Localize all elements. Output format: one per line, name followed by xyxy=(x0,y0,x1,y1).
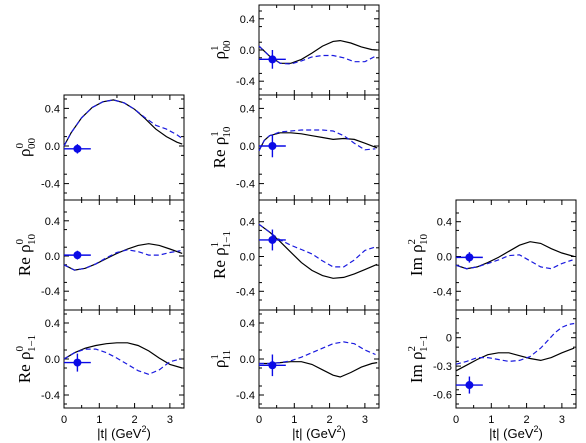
data-point-rho1-11 xyxy=(268,361,277,370)
xtick-label-re-rho0-1-1-1: 1 xyxy=(96,414,102,426)
xlabel-rho1-11: |t| (GeV2) xyxy=(292,424,346,441)
ytick-label-rho0-00-1: 0.0 xyxy=(45,141,60,153)
panel-frame-re-rho1-1-1 xyxy=(258,199,380,311)
ytick-label-rho1-00-1: 0.0 xyxy=(240,45,255,57)
ytick-label-im-rho2-1-1-2: -0.6 xyxy=(433,390,452,402)
ylabel-im-rho2-1-1: Im ρ21−1 xyxy=(406,335,430,383)
xtick-label-re-rho0-1-1-0: 0 xyxy=(61,414,67,426)
ytick-label-rho1-11-1: 0.0 xyxy=(240,354,255,366)
series-solid-rho1-11 xyxy=(259,361,378,378)
ytick-label-im-rho2-10-0: 0.4 xyxy=(437,217,452,229)
panel-frame-rho1-00 xyxy=(258,4,380,96)
ytick-label-im-rho2-10-2: -0.4 xyxy=(433,286,452,298)
series-dashed-re-rho1-1-1 xyxy=(258,223,376,268)
ytick-label-re-rho0-10-1: 0.0 xyxy=(45,251,60,263)
series-solid-im-rho2-1-1 xyxy=(455,347,575,372)
ylabel-re-rho0-10: Re ρ010 xyxy=(14,233,38,276)
ylabel-re-rho1-1-1: Re ρ11−1 xyxy=(209,231,233,279)
series-dashed-re-rho1-10 xyxy=(258,129,376,151)
xlabel-re-rho0-1-1: |t| (GeV2) xyxy=(97,424,151,441)
ytick-label-im-rho2-10-1: 0.0 xyxy=(437,252,452,264)
xtick-label-im-rho2-1-1-0: 0 xyxy=(453,414,459,426)
ylabel-re-rho0-1-1: Re ρ01−1 xyxy=(14,335,38,383)
series-dashed-im-rho2-1-1 xyxy=(455,322,575,365)
ytick-label-re-rho1-10-1: 0.0 xyxy=(240,141,255,153)
ytick-label-im-rho2-1-1-0: 0 xyxy=(446,333,452,345)
data-point-re-rho0-10 xyxy=(73,251,82,260)
xtick-label-rho1-11-0: 0 xyxy=(256,414,262,426)
ylabel-rho0-00: ρ000 xyxy=(14,138,38,157)
ytick-label-re-rho0-1-1-0: 0.4 xyxy=(45,318,60,330)
xtick-label-im-rho2-1-1-3: 3 xyxy=(559,414,565,426)
series-solid-re-rho0-10 xyxy=(63,243,183,271)
xtick-label-rho1-11-1: 1 xyxy=(291,414,297,426)
ytick-label-re-rho0-1-1-2: -0.4 xyxy=(41,390,60,402)
xtick-label-rho1-11-3: 3 xyxy=(362,414,368,426)
ylabel-im-rho2-10: Im ρ210 xyxy=(406,233,430,276)
ylabel-rho1-11: ρ111 xyxy=(209,350,233,368)
panel-frame-rho1-11 xyxy=(258,309,380,409)
data-point-rho0-00 xyxy=(73,144,82,153)
xtick-label-re-rho0-1-1-2: 2 xyxy=(132,414,138,426)
panel-frame-im-rho2-1-1 xyxy=(455,309,577,409)
data-point-re-rho0-1-1 xyxy=(73,358,82,367)
ylabel-rho1-00: ρ100 xyxy=(209,40,233,59)
xtick-label-re-rho0-1-1-3: 3 xyxy=(167,414,173,426)
ytick-label-re-rho1-10-2: -0.4 xyxy=(236,179,255,191)
xtick-label-rho1-11-2: 2 xyxy=(327,414,333,426)
series-dashed-re-rho0-10 xyxy=(63,249,181,271)
ytick-label-re-rho0-10-0: 0.4 xyxy=(45,216,60,228)
series-dashed-rho1-00 xyxy=(258,45,376,65)
ytick-label-re-rho0-1-1-1: 0.0 xyxy=(45,354,60,366)
data-point-re-rho1-1-1 xyxy=(268,235,277,244)
ytick-label-im-rho2-1-1-1: -0.3 xyxy=(433,361,452,373)
ytick-label-rho1-00-0: 0.4 xyxy=(240,14,255,26)
data-point-rho1-00 xyxy=(268,55,277,64)
ytick-label-re-rho1-1-1-0: 0.4 xyxy=(240,217,255,229)
series-solid-rho0-00 xyxy=(63,99,183,147)
ytick-label-rho0-00-0: 0.4 xyxy=(45,103,60,115)
ylabel-re-rho1-10: Re ρ110 xyxy=(209,126,233,168)
ytick-label-rho1-11-2: -0.4 xyxy=(236,390,255,402)
data-point-im-rho2-1-1 xyxy=(465,381,474,390)
ytick-label-rho1-00-2: -0.4 xyxy=(236,76,255,88)
ytick-label-rho1-11-0: 0.4 xyxy=(240,318,255,330)
series-solid-re-rho1-10 xyxy=(258,132,378,151)
series-dashed-rho1-11 xyxy=(259,341,376,365)
series-dashed-rho0-00 xyxy=(63,99,183,147)
ytick-label-re-rho1-1-1-2: -0.4 xyxy=(236,286,255,298)
series-dashed-im-rho2-10 xyxy=(455,254,573,270)
ytick-label-re-rho1-10-0: 0.4 xyxy=(240,103,255,115)
xtick-label-im-rho2-1-1-2: 2 xyxy=(524,414,530,426)
xlabel-im-rho2-1-1: |t| (GeV2) xyxy=(489,424,543,441)
data-point-re-rho1-10 xyxy=(268,142,277,150)
xtick-label-im-rho2-1-1-1: 1 xyxy=(488,414,494,426)
data-point-im-rho2-10 xyxy=(465,253,474,262)
series-dashed-re-rho0-1-1 xyxy=(63,348,181,375)
series-solid-im-rho2-10 xyxy=(455,241,575,270)
ytick-label-rho0-00-2: -0.4 xyxy=(41,179,60,191)
ytick-label-re-rho0-10-2: -0.4 xyxy=(41,286,60,298)
ytick-label-re-rho1-1-1-1: 0.0 xyxy=(240,252,255,264)
series-solid-re-rho1-1-1 xyxy=(258,223,378,279)
panel-frame-re-rho0-1-1 xyxy=(63,309,185,409)
series-solid-re-rho0-1-1 xyxy=(63,342,183,369)
panel-frame-rho0-00 xyxy=(63,94,185,201)
panel-frame-im-rho2-10 xyxy=(455,199,577,311)
